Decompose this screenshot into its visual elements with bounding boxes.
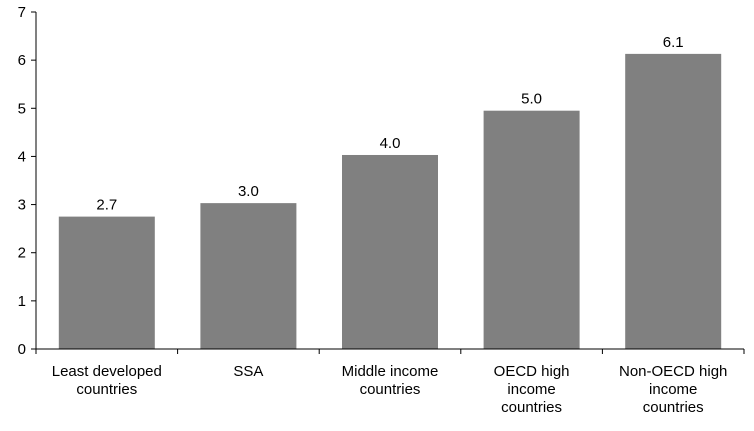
category-label: income (507, 381, 555, 398)
y-tick-label: 6 (18, 52, 26, 69)
category-label: Middle income (342, 363, 439, 380)
category-label: OECD high (494, 363, 570, 380)
category-label: SSA (233, 363, 263, 380)
category-label: countries (76, 381, 137, 398)
y-tick-label: 5 (18, 100, 26, 117)
bar (625, 53, 722, 350)
data-labels: 2.7 3.0 4.0 5.0 6.1 (96, 34, 683, 214)
category-label: income (649, 381, 697, 398)
bar (342, 154, 438, 349)
bar (58, 216, 155, 349)
y-axis: 0 1 2 3 4 5 6 7 (18, 4, 37, 358)
category-label: Non-OECD high (619, 363, 727, 380)
category-label: countries (360, 381, 421, 398)
data-label: 3.0 (238, 183, 259, 200)
y-tick-label: 3 (18, 197, 26, 214)
bars (58, 53, 722, 350)
category-label: countries (501, 399, 562, 416)
data-label: 4.0 (380, 135, 401, 152)
data-label: 5.0 (521, 91, 542, 108)
y-tick-label: 1 (18, 293, 26, 310)
y-tick-label: 4 (18, 148, 26, 165)
data-label: 6.1 (663, 34, 684, 51)
y-tick-label: 2 (18, 245, 26, 262)
category-label: countries (643, 399, 704, 416)
y-tick-label: 0 (18, 341, 26, 358)
x-axis (35, 348, 745, 354)
y-tick-label: 7 (18, 4, 26, 21)
bar (483, 110, 580, 349)
data-label: 2.7 (96, 197, 117, 214)
bar (200, 203, 297, 349)
category-label: Least developed (52, 363, 162, 380)
